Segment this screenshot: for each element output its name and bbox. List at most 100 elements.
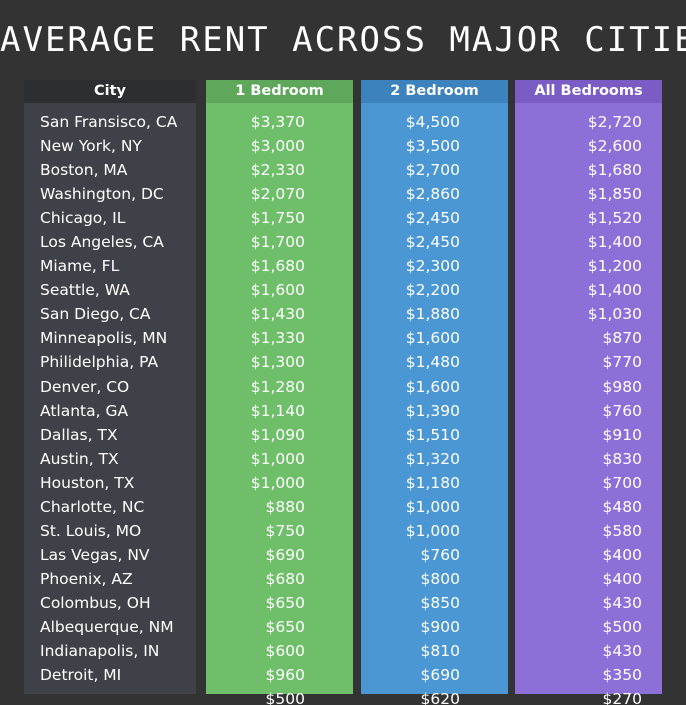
city-cell: Albequerque, NM bbox=[40, 617, 174, 636]
one-bedroom-cell: $880 bbox=[265, 497, 305, 516]
all-bedrooms-cell: $910 bbox=[602, 425, 642, 444]
all-bedrooms-cell: $870 bbox=[602, 329, 642, 348]
header-two-bedroom: 2 Bedroom bbox=[361, 80, 508, 103]
city-cell: Phoenix, AZ bbox=[40, 569, 133, 588]
two-bedroom-cell: $3,500 bbox=[405, 137, 460, 156]
two-bedroom-column: 2 Bedroom $4,500 $3,500 $2,700 $2,860 $2,450… bbox=[361, 80, 508, 705]
city-cell: Dallas, TX bbox=[40, 425, 118, 444]
two-bedroom-cell: $850 bbox=[420, 593, 460, 612]
all-bedrooms-cell: $770 bbox=[602, 353, 642, 372]
two-bedroom-cell: $760 bbox=[420, 545, 460, 564]
two-bedroom-cell: $2,450 bbox=[405, 233, 460, 252]
one-bedroom-cell: $690 bbox=[265, 545, 305, 564]
two-bedroom-cell: $1,000 bbox=[405, 497, 460, 516]
one-bedroom-cell: $650 bbox=[265, 617, 305, 636]
one-bedroom-cell: $1,000 bbox=[250, 449, 305, 468]
all-bedrooms-cell: $1,200 bbox=[587, 257, 642, 276]
one-bedroom-column: 1 Bedroom $3,370 $3,000 $2,330 $2,070 $1,750… bbox=[206, 80, 353, 705]
two-bedroom-cell: $810 bbox=[420, 642, 460, 661]
city-cell: Detroit, MI bbox=[40, 666, 122, 685]
one-bedroom-cell: $1,330 bbox=[250, 329, 305, 348]
city-cell bbox=[24, 687, 196, 705]
all-bedrooms-rows: $2,720 $2,600 $1,680 $1,850 $1,520 $1,400 $1,2… bbox=[515, 103, 662, 705]
all-bedrooms-cell: $980 bbox=[602, 377, 642, 396]
two-bedroom-cell: $1,600 bbox=[405, 329, 460, 348]
city-column: City San Fransisco, CA New York, NY Boston… bbox=[24, 80, 196, 694]
all-bedrooms-cell: $430 bbox=[602, 642, 642, 661]
two-bedroom-cell: $1,880 bbox=[405, 305, 460, 324]
two-bedroom-cell: $1,180 bbox=[405, 473, 460, 492]
one-bedroom-cell: $2,070 bbox=[250, 185, 305, 204]
two-bedroom-cell: $900 bbox=[420, 617, 460, 636]
one-bedroom-cell: $750 bbox=[265, 521, 305, 540]
one-bedroom-cell: $650 bbox=[265, 593, 305, 612]
city-cell: Los Angeles, CA bbox=[40, 233, 164, 252]
city-cell: Austin, TX bbox=[40, 449, 119, 468]
all-bedrooms-cell: $270 bbox=[602, 690, 642, 705]
one-bedroom-cell: $680 bbox=[265, 569, 305, 588]
all-bedrooms-cell: $1,520 bbox=[587, 209, 642, 228]
city-rows: San Fransisco, CA New York, NY Boston, MA W… bbox=[24, 103, 196, 705]
two-bedroom-cell: $800 bbox=[420, 569, 460, 588]
all-bedrooms-cell: $760 bbox=[602, 401, 642, 420]
page-title: AVERAGE RENT ACROSS MAJOR CITIES bbox=[0, 20, 686, 60]
city-cell: Minneapolis, MN bbox=[40, 329, 168, 348]
two-bedroom-cell: $1,480 bbox=[405, 353, 460, 372]
city-cell: Boston, MA bbox=[40, 161, 128, 180]
city-cell: Washington, DC bbox=[40, 185, 164, 204]
all-bedrooms-cell: $430 bbox=[602, 593, 642, 612]
header-all-bedrooms: All Bedrooms bbox=[515, 80, 662, 103]
two-bedroom-cell: $1,000 bbox=[405, 521, 460, 540]
one-bedroom-cell: $960 bbox=[265, 666, 305, 685]
all-bedrooms-cell: $500 bbox=[602, 617, 642, 636]
header-one-bedroom: 1 Bedroom bbox=[206, 80, 353, 103]
all-bedrooms-cell: $2,720 bbox=[587, 113, 642, 131]
two-bedroom-cell: $2,200 bbox=[405, 281, 460, 300]
one-bedroom-cell: $1,600 bbox=[250, 281, 305, 300]
city-cell: Charlotte, NC bbox=[40, 497, 145, 516]
two-bedroom-cell: $2,860 bbox=[405, 185, 460, 204]
two-bedroom-cell: $2,700 bbox=[405, 161, 460, 180]
two-bedroom-cell: $4,500 bbox=[405, 113, 460, 131]
one-bedroom-cell: $1,300 bbox=[250, 353, 305, 372]
one-bedroom-cell: $2,330 bbox=[250, 161, 305, 180]
one-bedroom-cell: $3,370 bbox=[250, 113, 305, 131]
city-cell: Seattle, WA bbox=[40, 281, 130, 300]
one-bedroom-cell: $1,140 bbox=[250, 401, 305, 420]
one-bedroom-cell: $500 bbox=[265, 690, 305, 705]
city-cell: Colombus, OH bbox=[40, 593, 151, 612]
all-bedrooms-cell: $480 bbox=[602, 497, 642, 516]
city-cell: Miame, FL bbox=[40, 257, 120, 276]
all-bedrooms-cell: $400 bbox=[602, 569, 642, 588]
city-cell: St. Louis, MO bbox=[40, 521, 142, 540]
one-bedroom-cell: $1,090 bbox=[250, 425, 305, 444]
city-cell: Atlanta, GA bbox=[40, 401, 129, 420]
one-bedroom-cell: $3,000 bbox=[250, 137, 305, 156]
one-bedroom-cell: $600 bbox=[265, 642, 305, 661]
all-bedrooms-cell: $400 bbox=[602, 545, 642, 564]
all-bedrooms-column: All Bedrooms $2,720 $2,600 $1,680 $1,850 $1,… bbox=[515, 80, 662, 705]
all-bedrooms-cell: $1,850 bbox=[587, 185, 642, 204]
all-bedrooms-cell: $1,400 bbox=[587, 233, 642, 252]
one-bedroom-cell: $1,680 bbox=[250, 257, 305, 276]
all-bedrooms-cell: $580 bbox=[602, 521, 642, 540]
city-cell: Indianapolis, IN bbox=[40, 642, 160, 661]
two-bedroom-cell: $690 bbox=[420, 666, 460, 685]
two-bedroom-cell: $1,600 bbox=[405, 377, 460, 396]
city-cell: San Diego, CA bbox=[40, 305, 151, 324]
two-bedroom-cell: $620 bbox=[420, 690, 460, 705]
two-bedroom-cell: $1,510 bbox=[405, 425, 460, 444]
city-cell: New York, NY bbox=[40, 137, 142, 156]
one-bedroom-cell: $1,000 bbox=[250, 473, 305, 492]
header-city: City bbox=[24, 80, 196, 103]
all-bedrooms-cell: $2,600 bbox=[587, 137, 642, 156]
one-bedroom-rows: $3,370 $3,000 $2,330 $2,070 $1,750 $1,700 $1,6… bbox=[206, 103, 353, 705]
all-bedrooms-cell: $700 bbox=[602, 473, 642, 492]
two-bedroom-cell: $1,320 bbox=[405, 449, 460, 468]
all-bedrooms-cell: $1,030 bbox=[587, 305, 642, 324]
city-cell: Houston, TX bbox=[40, 473, 135, 492]
city-cell: Philidelphia, PA bbox=[40, 353, 159, 372]
all-bedrooms-cell: $830 bbox=[602, 449, 642, 468]
one-bedroom-cell: $1,750 bbox=[250, 209, 305, 228]
two-bedroom-cell: $2,450 bbox=[405, 209, 460, 228]
